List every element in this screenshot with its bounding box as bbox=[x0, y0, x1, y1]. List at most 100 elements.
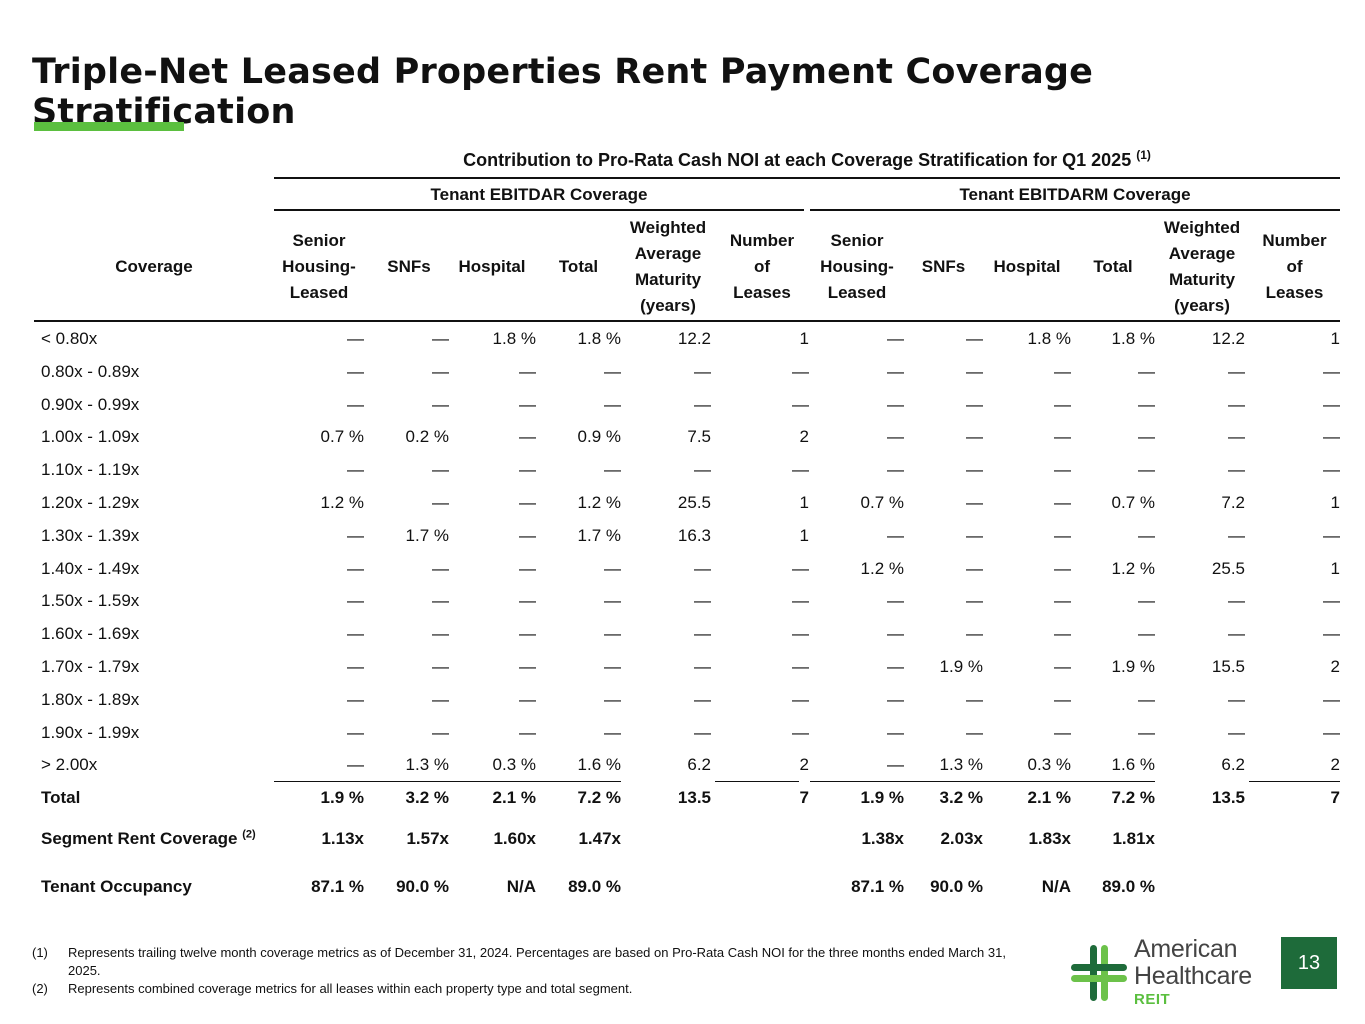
table-cell: 1.8 % bbox=[492, 329, 536, 348]
table-cell: — bbox=[1138, 460, 1155, 480]
table-cell: — bbox=[792, 689, 809, 709]
table-cell: 0.2 % bbox=[405, 427, 449, 447]
table-row: 0.80x - 0.89x — — — — — — — — — — — — bbox=[34, 356, 1340, 389]
row-label: 0.90x - 0.99x bbox=[41, 389, 271, 422]
table-cell: 3.2 % bbox=[939, 788, 983, 808]
table-cell: 1.9 % bbox=[1111, 656, 1155, 676]
table-cell bbox=[1155, 863, 1245, 911]
table-cell: — bbox=[1138, 394, 1155, 414]
table-cell: — bbox=[1323, 361, 1340, 381]
table-cell: 2 bbox=[799, 427, 809, 447]
column-header-ebitdar-hospital: Hospital bbox=[448, 214, 536, 320]
table-cell: 16.3 bbox=[677, 525, 711, 545]
table-cell: — bbox=[887, 427, 904, 447]
table-cell: 89.0 % bbox=[568, 876, 621, 896]
table-cell: — bbox=[1228, 624, 1245, 644]
table-row: < 0.80x — — 1.8 % 1.8 % 12.2 1 — — 1.8 % 1.8 % 12.2… bbox=[34, 323, 1340, 356]
table-cell: — bbox=[966, 689, 983, 709]
table-cell bbox=[1249, 863, 1340, 911]
table-cell: 1.38x bbox=[861, 828, 904, 848]
table-cell: 7.5 bbox=[687, 427, 711, 447]
row-label: 1.70x - 1.79x bbox=[41, 651, 271, 684]
table-cell: — bbox=[604, 624, 621, 644]
table-cell: — bbox=[1054, 624, 1071, 644]
column-header-ebitdar-number-of-leases: Number of Leases bbox=[715, 214, 809, 320]
row-label: 0.80x - 0.89x bbox=[41, 356, 271, 389]
row-label: 1.00x - 1.09x bbox=[41, 421, 271, 454]
table-cell: 1 bbox=[799, 329, 809, 348]
table-cell: — bbox=[347, 361, 364, 381]
company-logo: American Healthcare REIT bbox=[1064, 936, 1274, 1016]
table-cell: — bbox=[519, 492, 536, 512]
table-cell: — bbox=[1054, 427, 1071, 447]
table-cell: 7.2 bbox=[1221, 492, 1245, 512]
footnotes: (1) Represents trailing twelve month cove… bbox=[32, 944, 1022, 998]
table-cell: — bbox=[519, 656, 536, 676]
column-header-label: Hospital bbox=[458, 257, 526, 276]
table-cell: — bbox=[694, 656, 711, 676]
column-header-ebitdar-total: Total bbox=[536, 214, 621, 320]
table-cell: — bbox=[432, 460, 449, 480]
group-header-ebitdarm: Tenant EBITDARM Coverage bbox=[810, 185, 1340, 211]
table-cell: 1 bbox=[799, 492, 809, 512]
table-cell: — bbox=[432, 492, 449, 512]
table-cell: 2.03x bbox=[940, 828, 983, 848]
table-cell: 1.2 % bbox=[320, 492, 364, 512]
row-label-text: > 2.00x bbox=[41, 755, 98, 775]
row-label: Total bbox=[41, 782, 271, 815]
column-header-ebitdarm-hospital: Hospital bbox=[983, 214, 1071, 320]
table-cell: — bbox=[966, 624, 983, 644]
table-cell: — bbox=[1228, 591, 1245, 611]
table-cell: 87.1 % bbox=[311, 876, 364, 896]
row-label: > 2.00x bbox=[41, 749, 271, 782]
row-label-text: 0.80x - 0.89x bbox=[41, 361, 140, 381]
table-row: 1.30x - 1.39x — 1.7 % — 1.7 % 16.3 1 — — — — — — bbox=[34, 520, 1340, 553]
table-cell: — bbox=[1138, 624, 1155, 644]
table-cell: 0.7 % bbox=[1111, 492, 1155, 512]
table-row: 0.90x - 0.99x — — — — — — — — — — — — bbox=[34, 389, 1340, 422]
table-cell: 7.2 % bbox=[577, 788, 621, 808]
table-cell: — bbox=[604, 689, 621, 709]
table-cell: — bbox=[604, 656, 621, 676]
table-cell: 1 bbox=[1330, 329, 1340, 348]
table-cell: — bbox=[432, 624, 449, 644]
table-cell: — bbox=[1323, 460, 1340, 480]
table-cell: 6.2 bbox=[1221, 755, 1245, 775]
table-cell: — bbox=[1228, 394, 1245, 414]
table-cell: 1.60x bbox=[493, 828, 536, 848]
table-cell: 0.7 % bbox=[860, 492, 904, 512]
table-cell: — bbox=[432, 722, 449, 742]
table-cell: — bbox=[792, 558, 809, 578]
row-label-text: 1.20x - 1.29x bbox=[41, 492, 140, 512]
row-label: 1.80x - 1.89x bbox=[41, 684, 271, 717]
table-cell: 1.81x bbox=[1112, 828, 1155, 848]
table-cell: 15.5 bbox=[1211, 656, 1245, 676]
table-cell: 1.2 % bbox=[860, 558, 904, 578]
column-header-label: Weighted Average Maturity (years) bbox=[629, 218, 707, 315]
table-cell: — bbox=[347, 525, 364, 545]
table-cell: — bbox=[347, 656, 364, 676]
table-cell: — bbox=[694, 361, 711, 381]
table-cell bbox=[621, 815, 711, 863]
table-cell: — bbox=[887, 591, 904, 611]
column-header-ebitdarm-senior-housing: Senior Housing- Leased bbox=[810, 214, 904, 320]
column-header-label: Hospital bbox=[993, 257, 1061, 276]
table-cell: — bbox=[347, 591, 364, 611]
row-label-text: 0.90x - 0.99x bbox=[41, 394, 140, 414]
subtotal-underline bbox=[1249, 781, 1340, 783]
column-header-label: Number of Leases bbox=[729, 231, 795, 302]
table-cell: 1.3 % bbox=[939, 755, 983, 775]
column-header-label: Number of Leases bbox=[1262, 231, 1327, 302]
table-cell: 1 bbox=[1330, 558, 1340, 578]
column-header-label: Total bbox=[558, 257, 599, 276]
row-label: 1.20x - 1.29x bbox=[41, 487, 271, 520]
table-cell: 87.1 % bbox=[851, 876, 904, 896]
table-cell: — bbox=[1323, 624, 1340, 644]
table-cell: 0.3 % bbox=[1027, 755, 1071, 775]
column-header-label: Senior Housing- Leased bbox=[820, 231, 894, 302]
table-cell: 1.9 % bbox=[860, 788, 904, 808]
table-cell: — bbox=[694, 394, 711, 414]
table-cell: — bbox=[887, 460, 904, 480]
table-cell: 6.2 bbox=[687, 755, 711, 775]
table-cell: — bbox=[347, 558, 364, 578]
